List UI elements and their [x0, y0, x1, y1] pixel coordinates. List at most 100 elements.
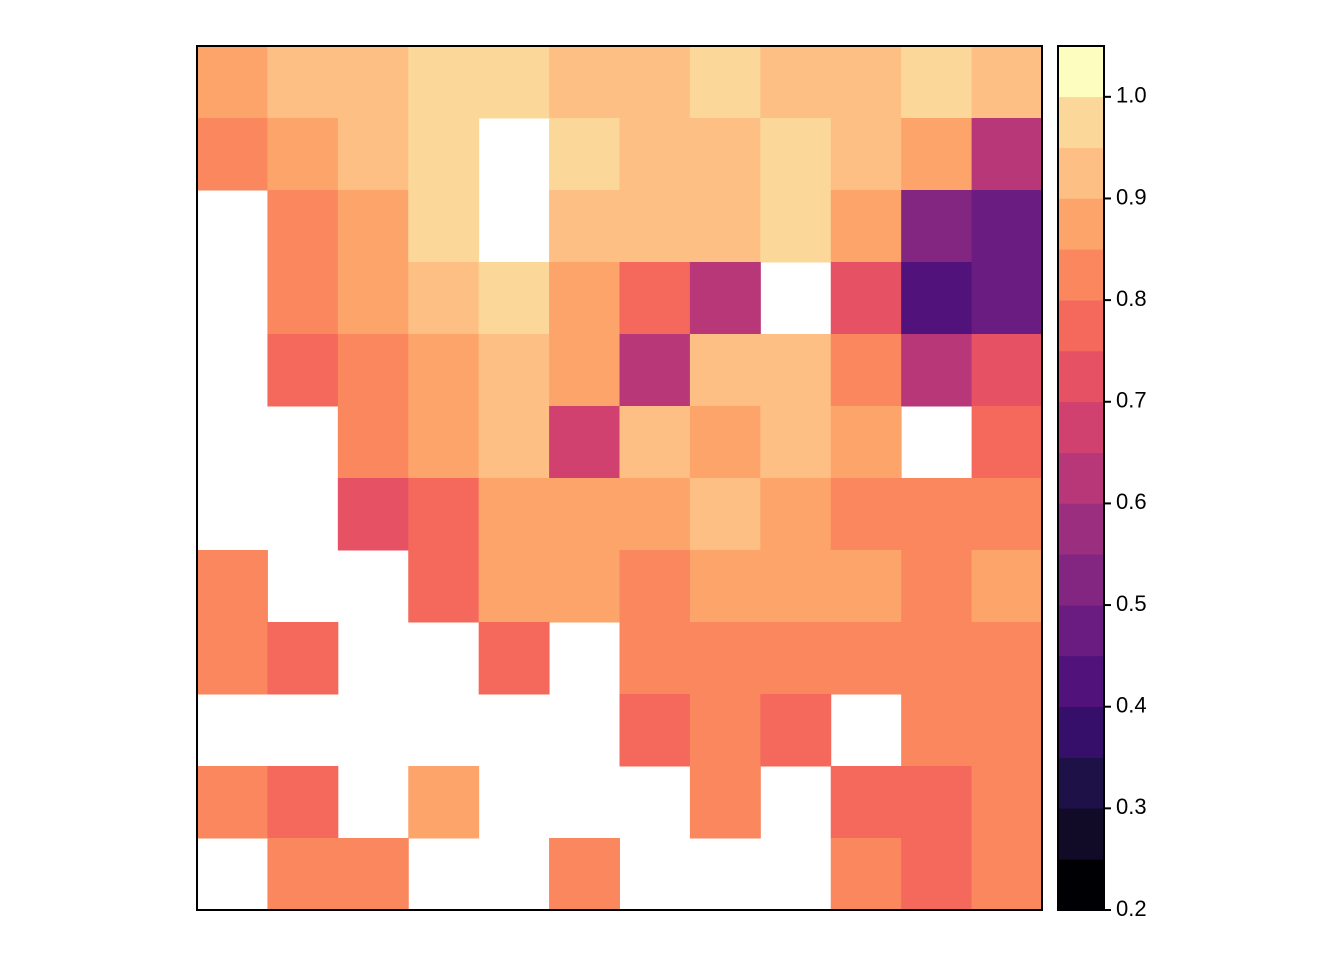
raster-cell — [689, 766, 761, 839]
raster-cell — [267, 118, 339, 191]
raster-cell — [549, 190, 620, 263]
raster-cell — [619, 118, 691, 191]
raster-cell — [549, 478, 620, 551]
raster-cell — [408, 190, 480, 263]
raster-cell — [267, 262, 339, 335]
colorbar-bin — [1058, 147, 1104, 199]
raster-cell — [689, 478, 761, 551]
colorbar-bin — [1058, 605, 1104, 657]
raster-cell — [830, 262, 902, 335]
raster-cell — [760, 550, 832, 623]
colorbar-tick-label: 0.8 — [1116, 286, 1147, 311]
colorbar-frame — [1057, 45, 1105, 911]
raster-cell — [971, 550, 1043, 623]
raster-cell — [197, 766, 268, 839]
raster-cell — [830, 766, 902, 839]
raster-cell — [901, 766, 973, 839]
colorbar-bin — [1058, 249, 1104, 301]
raster-cell — [408, 262, 480, 335]
raster-cell — [408, 406, 480, 479]
raster-cell — [478, 622, 550, 695]
raster-cell — [901, 46, 973, 119]
raster-cell — [901, 334, 973, 407]
colorbar-bin — [1058, 503, 1104, 555]
colorbar-tick-label: 0.2 — [1116, 896, 1147, 921]
raster-cell — [901, 190, 973, 263]
colorbar-bin — [1058, 706, 1104, 758]
raster-cell — [478, 406, 550, 479]
raster-cell — [619, 334, 691, 407]
colorbar-tick-label: 0.6 — [1116, 489, 1147, 514]
raster-cell — [830, 550, 902, 623]
map-frame — [196, 45, 1043, 911]
raster-cell — [689, 46, 761, 119]
raster-cell — [830, 622, 902, 695]
raster-cell — [689, 406, 761, 479]
raster-cell — [619, 46, 691, 119]
raster-cell — [971, 766, 1043, 839]
colorbar-bin — [1058, 859, 1104, 911]
raster-cell — [830, 478, 902, 551]
raster-cell — [971, 190, 1043, 263]
raster-cell — [619, 190, 691, 263]
raster-cell — [549, 406, 620, 479]
raster-cell — [408, 334, 480, 407]
raster-cell — [971, 406, 1043, 479]
raster-cell — [267, 766, 339, 839]
raster-cell — [197, 550, 268, 623]
colorbar-bin — [1058, 655, 1104, 708]
raster-cell — [408, 550, 480, 623]
raster-cell — [971, 46, 1043, 119]
raster-cell — [901, 694, 973, 767]
raster-cell — [619, 262, 691, 335]
raster-cell — [337, 118, 409, 191]
colorbar-bin — [1058, 401, 1104, 453]
raster — [197, 46, 1043, 911]
raster-cell — [478, 262, 550, 335]
raster-cell — [267, 190, 339, 263]
colorbar-tick-label: 1.0 — [1116, 83, 1147, 108]
colorbar-bin — [1058, 554, 1104, 606]
colorbar: 0.2 0.3 0.4 0.5 0.6 0.7 0.8 0.9 1.0 — [1058, 46, 1147, 921]
raster-cell — [971, 478, 1043, 551]
raster-cell — [197, 46, 268, 119]
raster-cell — [408, 118, 480, 191]
colorbar-bin — [1058, 96, 1104, 148]
raster-cell — [619, 478, 691, 551]
raster-cell — [549, 838, 620, 911]
raster-cell — [971, 334, 1043, 407]
raster-cell — [549, 334, 620, 407]
raster-cell — [901, 838, 973, 911]
raster-cell — [689, 118, 761, 191]
raster-cell — [830, 334, 902, 407]
raster-cell — [971, 262, 1043, 335]
raster-cell — [408, 46, 480, 119]
colorbar-tick-label: 0.7 — [1116, 388, 1147, 413]
raster-cell — [337, 406, 409, 479]
raster-cell — [267, 622, 339, 695]
raster-cell — [760, 334, 832, 407]
raster-cell — [689, 334, 761, 407]
raster-cell — [619, 622, 691, 695]
raster-cell — [478, 478, 550, 551]
raster-cell — [901, 262, 973, 335]
raster-cell — [760, 694, 832, 767]
raster-cell — [971, 694, 1043, 767]
raster-cell — [971, 622, 1043, 695]
raster-cell — [760, 478, 832, 551]
raster-cell — [408, 766, 480, 839]
raster-cell — [337, 262, 409, 335]
raster-cell — [549, 46, 620, 119]
raster-cell — [478, 46, 550, 119]
raster-cell — [689, 694, 761, 767]
raster-cell — [760, 190, 832, 263]
raster-cell — [689, 550, 761, 623]
raster-cell — [267, 334, 339, 407]
raster-cell — [830, 118, 902, 191]
raster-cell — [830, 46, 902, 119]
raster-cell — [689, 622, 761, 695]
colorbar-bin — [1058, 46, 1104, 98]
colorbar-tick-label: 0.3 — [1116, 794, 1147, 819]
colorbar-tick-label: 0.4 — [1116, 693, 1147, 718]
